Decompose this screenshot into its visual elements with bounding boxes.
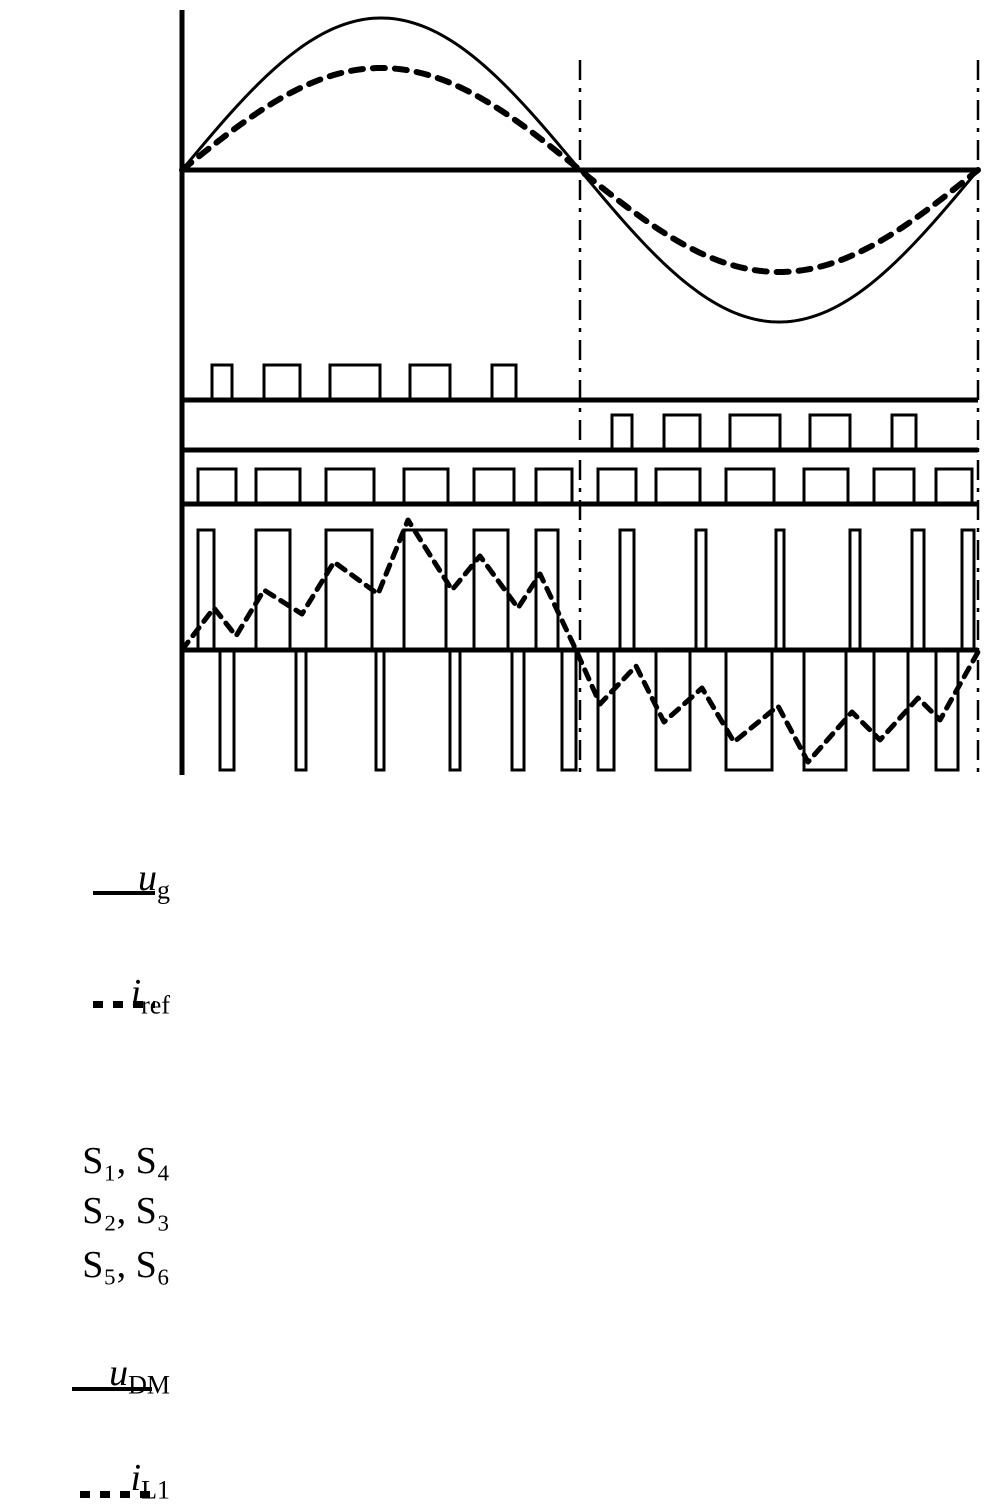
label-iref: iref	[131, 974, 170, 1019]
label-ug: ug	[138, 859, 170, 904]
label-S14: S₁, S₄	[82, 1142, 170, 1180]
plot-svg	[0, 0, 1000, 779]
legend-ug-solid	[93, 891, 155, 895]
label-uDM: uDM	[109, 1354, 170, 1399]
legend-iL1-dashed	[80, 1491, 152, 1498]
label-S23: S₂, S₃	[82, 1192, 170, 1230]
legend-iref-dashed	[93, 1001, 155, 1008]
label-S56: S₅, S₆	[82, 1246, 170, 1284]
waveform-diagram: ug iref S₁, S₄ S₂, S₃ S₅, S₆ uDM iL1	[0, 0, 1000, 779]
legend-uDM-solid	[72, 1387, 152, 1391]
